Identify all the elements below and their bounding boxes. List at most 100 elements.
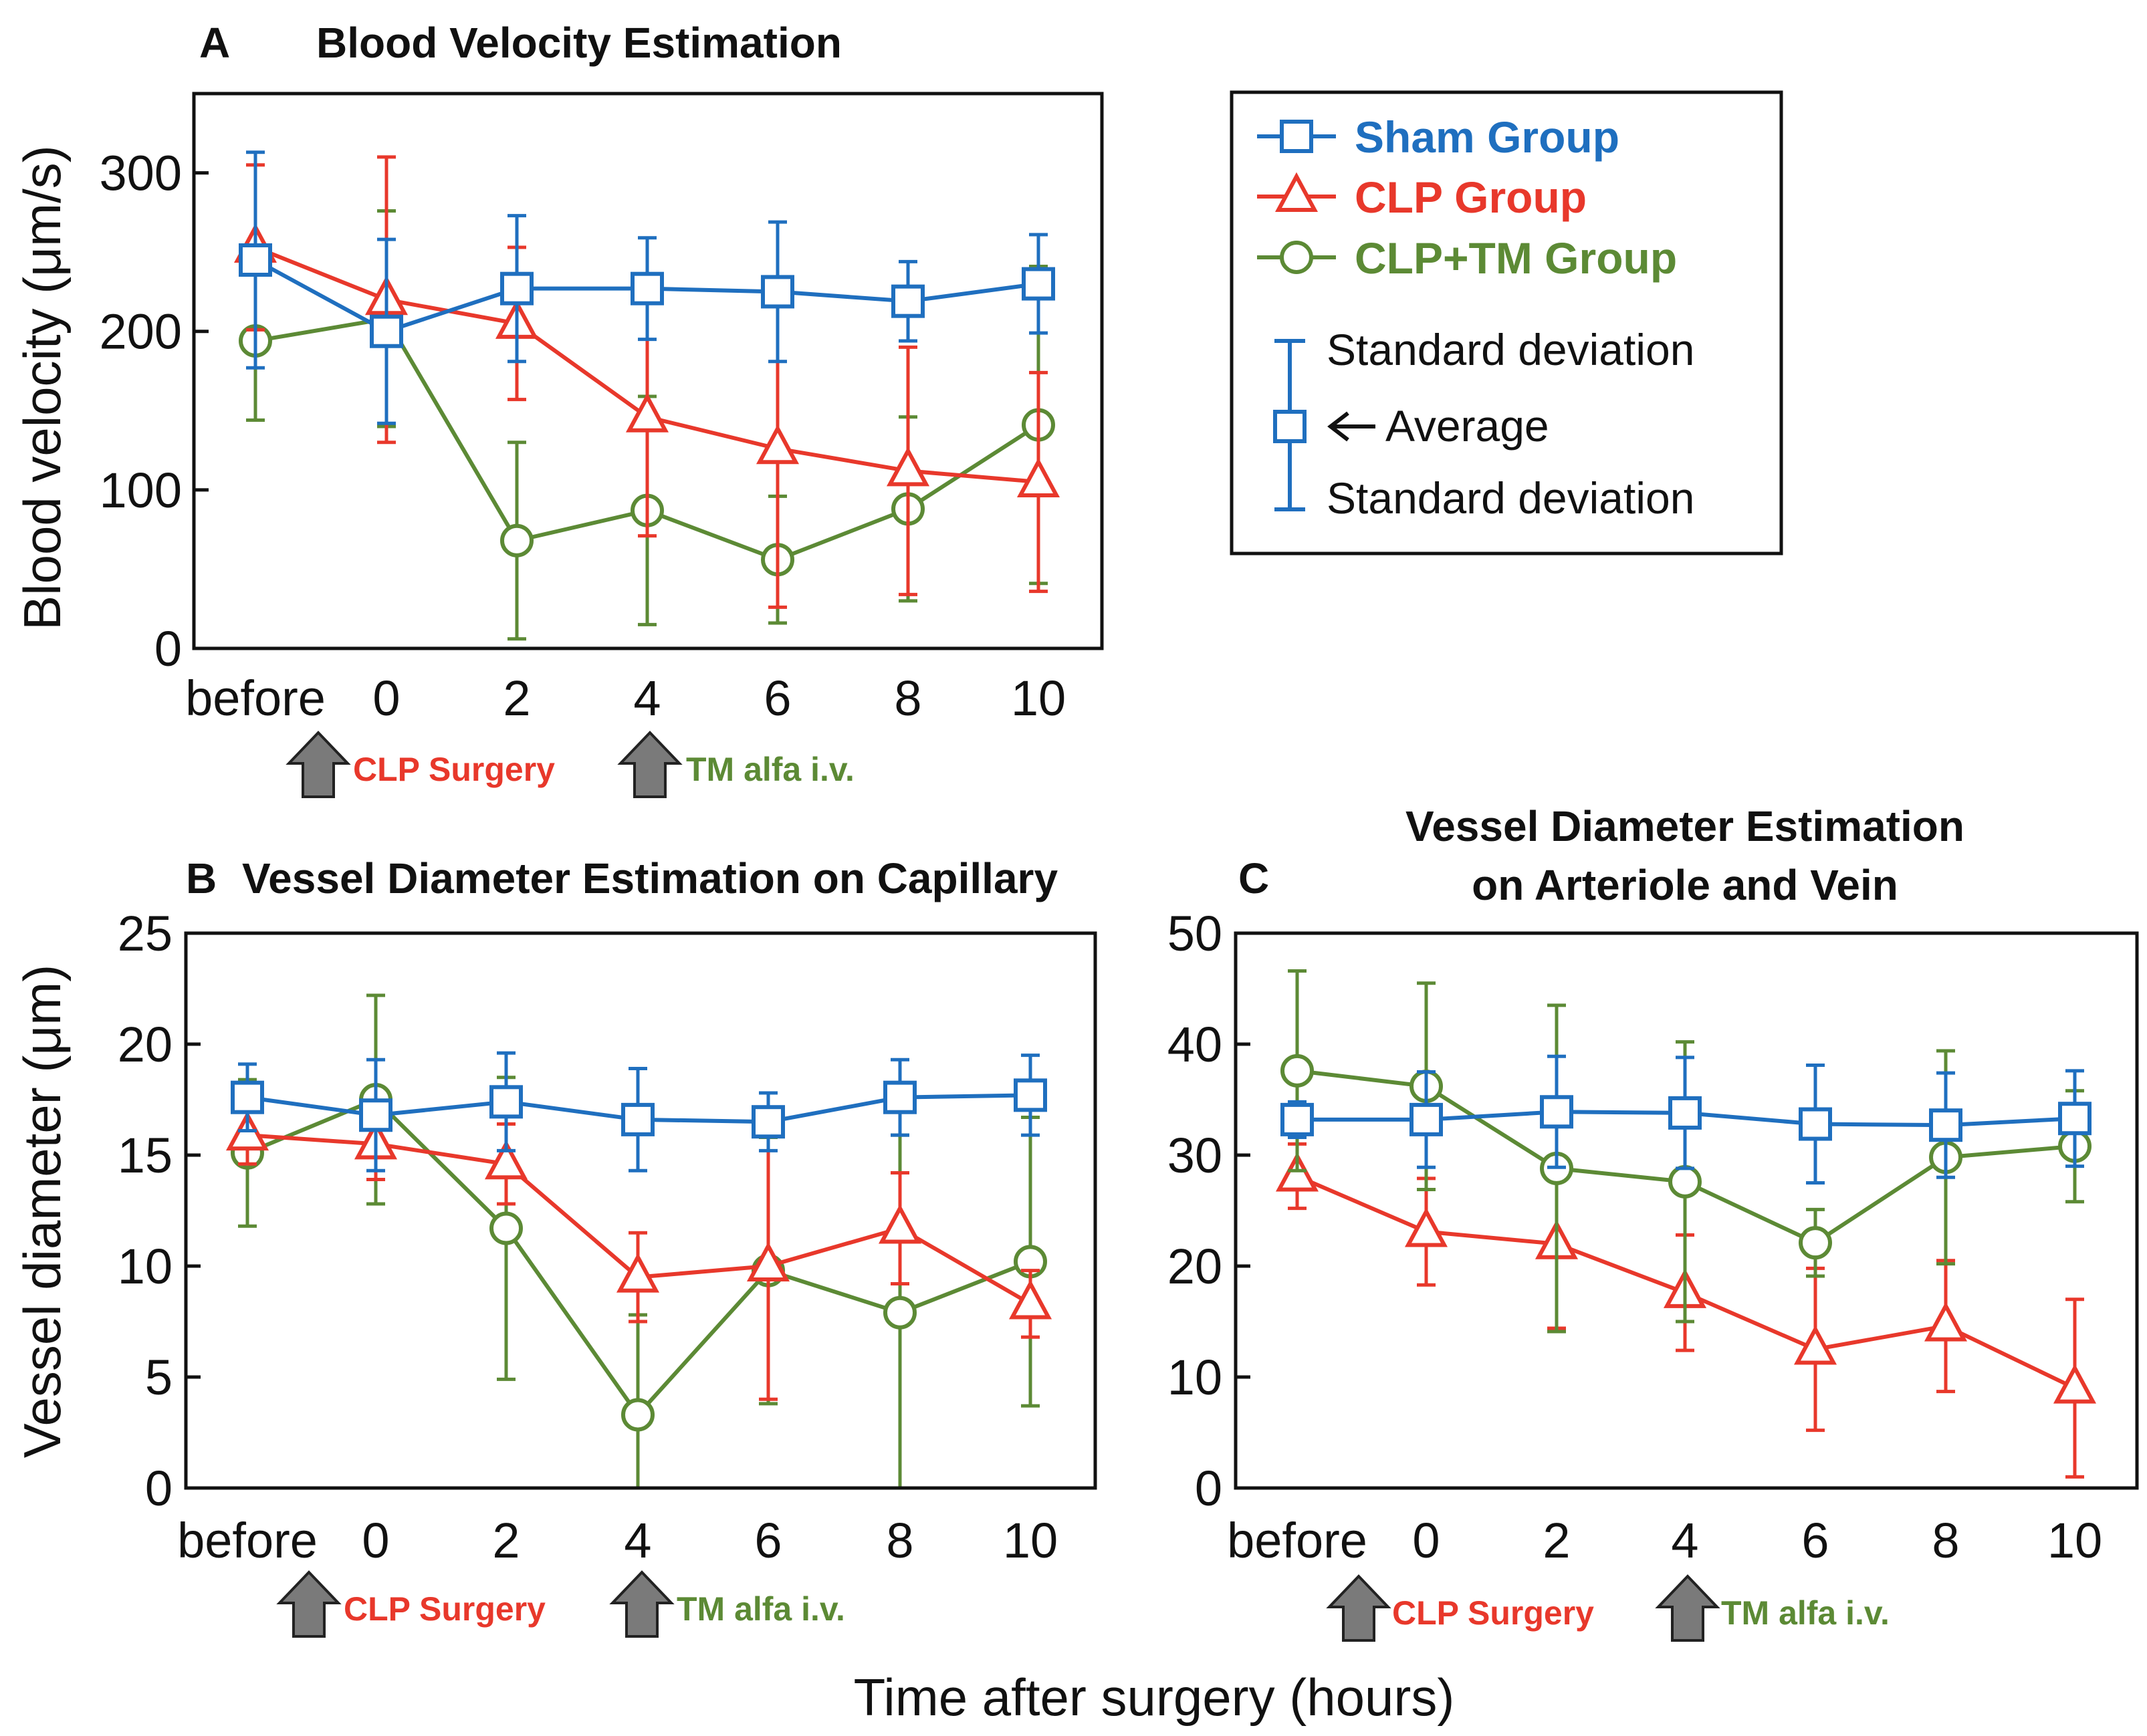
- x-tick-label: 2: [1543, 1513, 1570, 1568]
- data-point-square: [621, 1102, 655, 1136]
- data-point-square: [631, 271, 664, 305]
- x-tick-label: 4: [633, 670, 661, 726]
- up-arrow-icon: [1326, 1574, 1391, 1642]
- panel-a-annotations: CLP Surgery TM alfa i.v.: [286, 731, 855, 798]
- x-tick-label: before: [1227, 1513, 1367, 1568]
- panel-b-surgery-note: CLP Surgery: [344, 1590, 546, 1628]
- x-tick-label: 0: [362, 1513, 389, 1568]
- data-point-triangle: [1016, 457, 1060, 497]
- data-point-square: [231, 1080, 264, 1114]
- data-point-triangle: [484, 1139, 528, 1180]
- series-sham-group: [239, 150, 1055, 425]
- panel-b: B Vessel Diameter Estimation on Capillar…: [13, 854, 1097, 1638]
- data-point-square: [1668, 1096, 1702, 1130]
- data-point-square: [2058, 1102, 2092, 1136]
- panel-a-letter: A: [199, 19, 230, 67]
- y-tick-label: 20: [1167, 1239, 1222, 1294]
- data-point-triangle: [625, 392, 669, 432]
- x-tick-label: 10: [1011, 670, 1066, 726]
- up-arrow-icon: [286, 731, 351, 798]
- data-point-square: [883, 1080, 917, 1114]
- legend-errorbar-key: Standard deviation Average Standard devi…: [1273, 325, 1694, 523]
- x-tick-label: 8: [1932, 1513, 1959, 1568]
- x-tick-label: 8: [886, 1513, 913, 1568]
- panel-a: A Blood Velocity Estimation Blood veloci…: [13, 19, 1104, 798]
- legend-sd-top: Standard deviation: [1327, 325, 1694, 374]
- x-tick-label: 0: [1412, 1513, 1440, 1568]
- data-point-square: [1409, 1102, 1443, 1136]
- data-point-circle: [500, 523, 534, 557]
- x-tick-label: 6: [764, 670, 791, 726]
- y-tick-label: 300: [100, 146, 182, 201]
- x-tick-label: 2: [492, 1513, 520, 1568]
- panel-b-frame: [184, 931, 1097, 1490]
- series-sham-group: [1280, 1054, 2092, 1185]
- data-point-square: [1799, 1107, 1832, 1141]
- data-point-square: [370, 314, 403, 348]
- circle-marker-icon: [1280, 241, 1313, 274]
- y-tick-label: 200: [100, 304, 182, 360]
- panel-c-letter: C: [1238, 854, 1269, 902]
- y-tick-label: 25: [118, 906, 173, 961]
- y-tick-label: 10: [1167, 1350, 1222, 1405]
- data-point-triangle: [1275, 1152, 1319, 1192]
- data-point-triangle: [1924, 1301, 1968, 1342]
- data-point-triangle: [1008, 1279, 1052, 1320]
- series-sham-group: [231, 1051, 1047, 1172]
- panel-c-annotations: CLP Surgery TM alfa i.v.: [1326, 1574, 1890, 1642]
- data-point-triangle: [1404, 1207, 1448, 1247]
- legend-avg: Average: [1385, 401, 1549, 451]
- panel-c-title-line2: on Arteriole and Vein: [1472, 861, 1898, 909]
- x-tick-label: before: [185, 670, 326, 726]
- data-point-square: [761, 275, 794, 309]
- panel-b-annotations: CLP Surgery TM alfa i.v.: [276, 1570, 845, 1638]
- square-marker-icon: [1280, 120, 1313, 153]
- panel-c-surgery-note: CLP Surgery: [1392, 1594, 1594, 1632]
- data-point-square: [1929, 1108, 1962, 1142]
- panel-c-treatment-note: TM alfa i.v.: [1721, 1594, 1890, 1632]
- data-point-square: [1280, 1102, 1314, 1136]
- y-tick-label: 15: [118, 1128, 173, 1183]
- data-point-square: [1014, 1078, 1047, 1112]
- panel-b-treatment-note: TM alfa i.v.: [677, 1590, 845, 1628]
- panel-a-frame: [192, 92, 1104, 650]
- panel-a-surgery-note: CLP Surgery: [353, 751, 555, 788]
- x-tick-label: before: [177, 1513, 318, 1568]
- data-point-triangle: [2053, 1364, 2097, 1404]
- data-point-square: [489, 1085, 523, 1119]
- panel-c-frame: [1234, 931, 2139, 1490]
- up-arrow-icon: [617, 731, 683, 798]
- y-tick-label: 10: [118, 1239, 173, 1294]
- y-tick-label: 40: [1167, 1017, 1222, 1072]
- legend-label-clp: CLP Group: [1355, 172, 1587, 222]
- up-arrow-icon: [276, 1570, 342, 1638]
- x-tick-label: 4: [1671, 1513, 1698, 1568]
- x-tick-label: 8: [894, 670, 921, 726]
- data-point-square: [500, 271, 534, 305]
- x-axis-label: Time after surgery (hours): [854, 1668, 1455, 1727]
- panel-a-treatment-note: TM alfa i.v.: [686, 751, 855, 788]
- data-point-triangle: [878, 1204, 922, 1244]
- panel-c: C Vessel Diameter Estimation on Arteriol…: [1167, 802, 2139, 1642]
- y-tick-label: 50: [1167, 906, 1222, 961]
- legend: Sham Group CLP Group CLP+TM Group Standa…: [1230, 90, 1783, 555]
- x-tick-label: 0: [372, 670, 400, 726]
- data-point-circle: [489, 1211, 523, 1245]
- data-point-triangle: [756, 424, 800, 465]
- data-point-square: [359, 1098, 392, 1132]
- legend-label-sham: Sham Group: [1355, 112, 1619, 162]
- x-tick-label: 4: [624, 1513, 651, 1568]
- triangle-marker-icon: [1274, 172, 1319, 212]
- data-point-square: [239, 243, 272, 277]
- y-tick-label: 0: [145, 1461, 173, 1516]
- x-tick-label: 6: [1801, 1513, 1829, 1568]
- data-point-circle: [1799, 1226, 1832, 1260]
- x-tick-label: 10: [1003, 1513, 1058, 1568]
- legend-label-clp-tm: CLP+TM Group: [1355, 233, 1677, 283]
- data-point-triangle: [886, 447, 930, 487]
- panel-a-title: Blood Velocity Estimation: [316, 19, 842, 67]
